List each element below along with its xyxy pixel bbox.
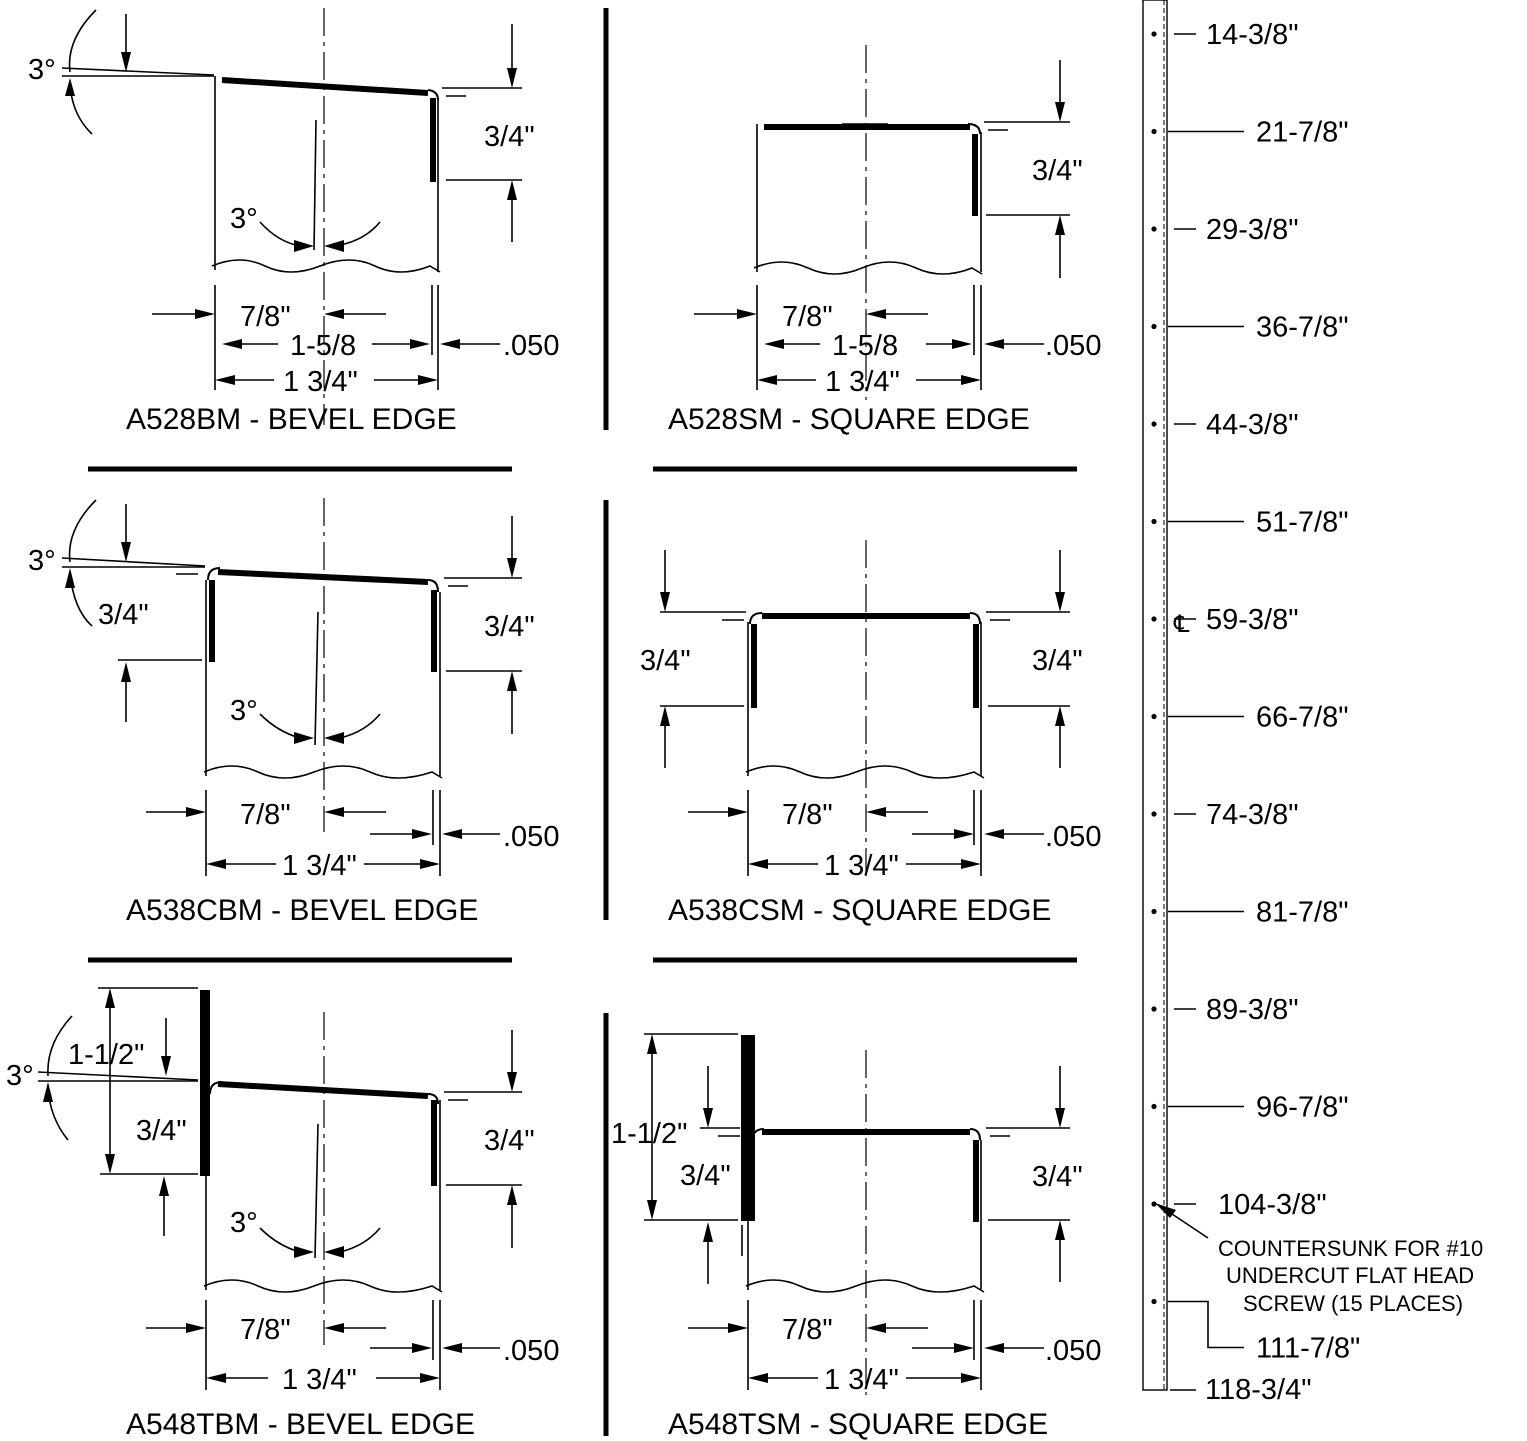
width-mid-label: 1-5/8 [290,330,356,362]
thickness-label: .050 [503,1335,559,1367]
hole-position-label: 51-7/8" [1256,507,1349,539]
profile-title: A548TBM - BEVEL EDGE [126,1408,475,1441]
hole-marker [1151,908,1157,915]
flange-label: 1-1/2" [611,1118,687,1150]
hole-marker [1151,31,1157,37]
hole-marker [1151,811,1157,817]
width-outer-label: 1 3/4" [825,366,900,398]
hole-marker [1151,1103,1157,1110]
width-inner-label: 7/8" [782,1314,833,1346]
profile-a548tsm: 1-1/2" 3/4" 3/4" 7/8" .050 1 3/4" [611,1033,1101,1441]
depth-right-label: 3/4" [1032,645,1083,677]
thickness-label: .050 [1045,330,1101,362]
overall-length-label: 118-3/4" [1205,1374,1312,1406]
hole-position-label: 66-7/8" [1256,702,1349,734]
width-outer-label: 1 3/4" [282,850,357,882]
width-inner-label: 7/8" [782,301,833,333]
width-outer-label: 1 3/4" [824,1364,899,1396]
hole-position-label: 96-7/8" [1256,1092,1349,1124]
profile-title: A528BM - BEVEL EDGE [126,403,457,436]
hole-position-label: 104-3/8" [1218,1189,1327,1221]
profile-title: A538CBM - BEVEL EDGE [126,894,478,927]
width-outer-label: 1 3/4" [283,366,358,398]
depth-left-label: 3/4" [136,1115,187,1147]
hole-position-label: 89-3/8" [1206,994,1299,1026]
hole-position-label: 29-3/8" [1206,214,1299,246]
panel-dividers [88,8,1077,1436]
profile-title: A538CSM - SQUARE EDGE [668,894,1051,927]
hole-marker [1151,1298,1157,1305]
angle-top-label: 3° [28,545,56,577]
hole-position-label: 59-3/8" [1206,604,1299,636]
angle-top-label: 3° [6,1060,34,1092]
hole-position-label: 44-3/8" [1206,409,1299,441]
hole-marker [1151,128,1157,135]
hole-position-label: 36-7/8" [1256,312,1349,344]
width-mid-label: 1-5/8 [832,330,898,362]
depth-right-label: 3/4" [1032,1161,1083,1193]
hole-schedule: 14-3/8" 21-7/8" 29-3/8" 36-7/8" 44-3/8" 51-7/… [1142,0,1483,1406]
hole-position-label: 111-7/8" [1256,1333,1360,1365]
stile-strip [1142,0,1168,1391]
hole-marker [1151,616,1157,622]
profile-a528bm: 3° 3° 3/4" 7/8" 1-5/8 .050 1 3/ [28,8,559,436]
thickness-label: .050 [1045,1335,1101,1367]
hole-marker [1151,1006,1157,1012]
hole-position-label: 14-3/8" [1206,19,1299,51]
angle-center-label: 3° [230,695,258,727]
hole-position-label: 21-7/8" [1256,117,1349,149]
width-inner-label: 7/8" [240,799,291,831]
angle-center-label: 3° [230,203,258,235]
profile-title: A548TSM - SQUARE EDGE [668,1408,1048,1441]
depth-right-label: 3/4" [484,1125,535,1157]
profile-title: A528SM - SQUARE EDGE [668,403,1030,436]
depth-left-label: 3/4" [640,645,691,677]
angle-center-label: 3° [230,1207,258,1239]
hole-position-label: 74-3/8" [1206,799,1299,831]
hole-marker [1151,1201,1157,1207]
angle-top-label: 3° [28,54,56,86]
hole-marker [1151,518,1157,525]
hole-marker [1151,421,1157,427]
depth-right-label: 3/4" [484,611,535,643]
width-outer-label: 1 3/4" [824,850,899,882]
profile-a538csm: 3/4" 3/4" 7/8" .050 1 3/4" A538CSM - SQU… [640,540,1101,927]
depth-left-label: 3/4" [98,599,149,631]
width-inner-label: 7/8" [240,1314,291,1346]
hole-leader [1168,1300,1244,1349]
profile-a528sm: 3/4" 7/8" 1-5/8 .050 1 3/4" A528SM - SQU… [668,45,1101,436]
width-inner-label: 7/8" [240,301,291,333]
note-line-1: COUNTERSUNK FOR #10 [1218,1236,1483,1261]
profile-a548tbm: 1-1/2" 3° 3/4" 3° 3/4" 7/8" [6,987,559,1441]
thickness-label: .050 [503,821,559,853]
hole-marker [1151,713,1157,720]
centerline-symbol: ℄ [1173,611,1190,638]
width-inner-label: 7/8" [782,799,833,831]
note-line-2: UNDERCUT FLAT HEAD [1226,1263,1474,1288]
width-outer-label: 1 3/4" [282,1364,357,1396]
hole-marker [1151,226,1157,232]
depth-right-label: 3/4" [1032,155,1083,187]
thickness-label: .050 [1045,821,1101,853]
depth-left-label: 3/4" [680,1160,731,1192]
hole-marker [1151,323,1157,330]
flange-label: 1-1/2" [68,1039,144,1071]
depth-right-label: 3/4" [484,121,535,153]
profile-a538cbm: 3° 3/4" 3° 3/4" 7/8" .050 [28,498,559,927]
thickness-label: .050 [503,330,559,362]
hole-position-label: 81-7/8" [1256,897,1349,929]
note-line-3: SCREW (15 PLACES) [1243,1291,1463,1316]
